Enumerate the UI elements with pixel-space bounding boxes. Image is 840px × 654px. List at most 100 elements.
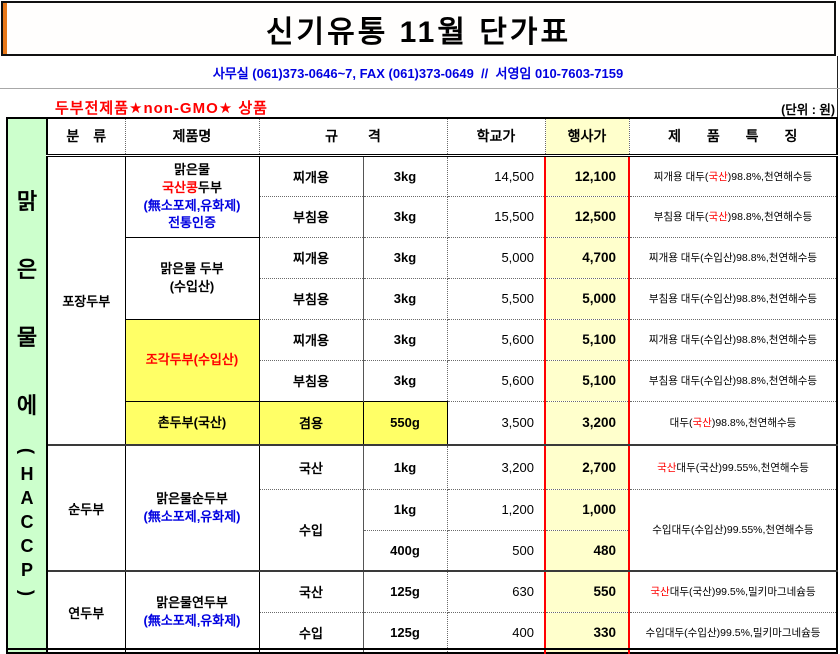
table-row: 부침용 3kg 5,600 5,100 부침용 대두(수입산)98.8%,천연해… xyxy=(7,359,838,402)
page-right-border xyxy=(837,56,838,118)
product-category-line: 두부전제품★non-GMO★ 상품 xyxy=(55,100,268,117)
product-name-cell: 촌두부(국산) xyxy=(124,400,260,446)
feature-cell: 찌개용 대두(국산)98.8%,천연해수등 xyxy=(628,154,838,197)
event-price-cell: 4,700 xyxy=(544,236,630,279)
feature-cell: 수입대두(수입산)99.55%,천연해수등 xyxy=(628,488,838,572)
usage-cell: 찌개용 xyxy=(258,236,364,279)
product-line2: (無소포제,유화제) xyxy=(143,509,241,524)
product-name-cell: 맑은물연두부 (無소포제,유화제) xyxy=(124,570,260,654)
table-bottom-border xyxy=(6,648,836,650)
table-row: 조각두부(수입산) 찌개용 3kg 5,600 5,100 찌개용 대두(수입산… xyxy=(7,318,838,402)
feature-cell: 부침용 대두(국산)98.8%,천연해수등 xyxy=(628,195,838,238)
event-price-cell: 3,200 xyxy=(544,400,630,446)
usage-cell: 부침용 xyxy=(258,195,364,238)
size-cell: 3kg xyxy=(362,154,448,197)
price-table: 맑 은 물 에 ( H A C C P ) 분 류 제품명 규 격 학교가 행사… xyxy=(6,117,838,654)
side-char: 은 xyxy=(16,256,38,282)
product-line2: 국산콩두부 xyxy=(162,179,222,195)
contact-info: 사무실 (061)373-0646~7, FAX (061)373-0649 /… xyxy=(212,66,624,81)
usage-cell: 국산 xyxy=(258,570,364,613)
category-cell: 순두부 xyxy=(46,444,126,572)
feature-cell: 국산대두(국산)99.5%,밀키마그네슘등 xyxy=(628,570,838,613)
product-name-cell: 맑은물 국산콩두부 (無소포제,유화제) 전통인증 xyxy=(124,154,260,238)
event-price-cell: 5,100 xyxy=(544,359,630,402)
col-header-event-price: 행사가 xyxy=(544,117,630,157)
size-cell: 125g xyxy=(362,611,448,654)
event-price-cell: 5,000 xyxy=(544,277,630,320)
usage-cell: 수입 xyxy=(258,611,364,654)
product-name-cell: 조각두부(수입산) xyxy=(124,318,260,402)
event-price-cell: 550 xyxy=(544,570,630,613)
school-price-cell: 630 xyxy=(446,570,546,613)
table-row: 맑은물 두부 (수입산) 찌개용 3kg 5,000 4,700 찌개용 대두(… xyxy=(7,236,838,320)
side-char: C xyxy=(20,535,34,556)
size-cell: 3kg xyxy=(362,318,448,361)
size-cell: 3kg xyxy=(362,277,448,320)
table-row: 수입 125g 400 330 수입대두(수입산)99.5%,밀키마그네슘등 xyxy=(7,611,838,654)
product-line3: (無소포제,유화제) xyxy=(143,197,241,213)
col-header-category: 분 류 xyxy=(46,117,126,157)
table-row: 수입 1kg 1,200 1,000 수입대두(수입산)99.55%,천연해수등 xyxy=(7,488,838,572)
event-price-cell: 12,100 xyxy=(544,154,630,197)
size-cell: 1kg xyxy=(362,488,448,531)
feature-cell: 수입대두(수입산)99.5%,밀키마그네슘등 xyxy=(628,611,838,654)
size-cell: 550g xyxy=(362,400,448,446)
product-line1: 맑은물 xyxy=(174,162,210,178)
col-header-features: 제 품 특 징 xyxy=(628,117,838,157)
event-price-cell: 480 xyxy=(544,529,630,572)
feature-cell: 찌개용 대두(수입산)98.8%,천연해수등 xyxy=(628,236,838,279)
col-header-school-price: 학교가 xyxy=(446,117,546,157)
side-char: P xyxy=(20,559,33,580)
school-price-cell: 5,000 xyxy=(446,236,546,279)
side-char: A xyxy=(20,487,34,508)
divider-rule xyxy=(0,88,840,89)
side-char: C xyxy=(20,511,34,532)
usage-cell: 수입 xyxy=(258,488,364,572)
event-price-cell: 1,000 xyxy=(544,488,630,531)
page-title: 신기유통 11월 단가표 xyxy=(265,15,572,49)
school-price-cell: 500 xyxy=(446,529,546,572)
school-price-cell: 5,600 xyxy=(446,359,546,402)
size-cell: 1kg xyxy=(362,444,448,490)
school-price-cell: 5,600 xyxy=(446,318,546,361)
size-cell: 3kg xyxy=(362,195,448,238)
table-row: 연두부 맑은물연두부 (無소포제,유화제) 국산 125g 630 550 국산… xyxy=(7,570,838,654)
col-header-spec: 규 격 xyxy=(258,117,448,157)
usage-cell: 찌개용 xyxy=(258,318,364,361)
table-row: 부침용 3kg 5,500 5,000 부침용 대두(수입산)98.8%,천연해… xyxy=(7,277,838,320)
size-cell: 3kg xyxy=(362,359,448,402)
usage-cell: 부침용 xyxy=(258,359,364,402)
size-cell: 3kg xyxy=(362,236,448,279)
event-price-cell: 12,500 xyxy=(544,195,630,238)
table-row: 부침용 3kg 15,500 12,500 부침용 대두(국산)98.8%,천연… xyxy=(7,195,838,238)
usage-cell: 겸용 xyxy=(258,400,364,446)
feature-cell: 찌개용 대두(수입산)98.8%,천연해수등 xyxy=(628,318,838,361)
school-price-cell: 3,200 xyxy=(446,444,546,490)
category-cell: 연두부 xyxy=(46,570,126,654)
product-name-cell: 맑은물 두부 (수입산) xyxy=(124,236,260,320)
side-char: 에 xyxy=(16,392,38,418)
school-price-cell: 1,200 xyxy=(446,488,546,531)
product-name-cell: 맑은물순두부 (無소포제,유화제) xyxy=(124,444,260,572)
feature-cell: 부침용 대두(수입산)98.8%,천연해수등 xyxy=(628,359,838,402)
table-row: 촌두부(국산) 겸용 550g 3,500 3,200 대두(국산)98.8%,… xyxy=(7,400,838,446)
side-char: H xyxy=(20,463,34,484)
school-price-cell: 14,500 xyxy=(446,154,546,197)
side-char: ) xyxy=(17,589,37,596)
product-line2: (수입산) xyxy=(169,279,215,294)
product-line1: 맑은물 두부 xyxy=(160,261,224,277)
school-price-cell: 15,500 xyxy=(446,195,546,238)
side-char: ( xyxy=(17,447,37,454)
feature-cell: 부침용 대두(수입산)98.8%,천연해수등 xyxy=(628,277,838,320)
unit-note: (단위 : 원) xyxy=(781,103,835,117)
product-line4: 전통인증 xyxy=(168,215,216,231)
event-price-cell: 5,100 xyxy=(544,318,630,361)
side-char: 맑 xyxy=(16,188,38,214)
orange-accent-stripe xyxy=(3,3,7,54)
event-price-cell: 2,700 xyxy=(544,444,630,490)
table-row: 400g 500 480 xyxy=(7,529,837,572)
school-price-cell: 5,500 xyxy=(446,277,546,320)
school-price-cell: 3,500 xyxy=(446,400,546,446)
side-char: 물 xyxy=(16,324,38,350)
product-line1: 맑은물연두부 xyxy=(156,595,228,611)
